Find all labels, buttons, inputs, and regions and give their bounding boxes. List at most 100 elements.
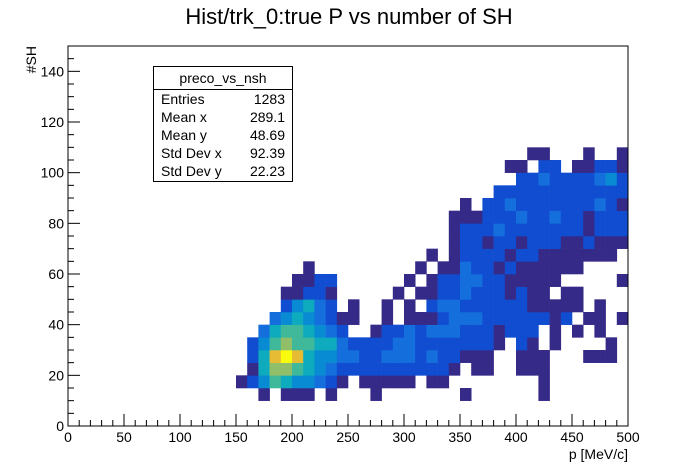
heatmap-bin	[527, 286, 539, 300]
heatmap-bin	[583, 210, 595, 224]
heatmap-bin	[549, 299, 562, 313]
heatmap-bin	[247, 362, 259, 376]
stats-value: 48.69	[249, 127, 285, 143]
heatmap-bin	[426, 375, 438, 389]
heatmap-bin	[493, 261, 506, 275]
heatmap-bin	[482, 198, 494, 211]
heatmap-bin	[471, 350, 483, 363]
heatmap-bin	[549, 337, 562, 351]
heatmap-bin	[549, 185, 562, 199]
heatmap-bin	[381, 362, 394, 376]
x-tick-label: 200	[280, 429, 304, 445]
heatmap-bin	[572, 261, 584, 275]
heatmap-bin	[415, 350, 427, 363]
heatmap-bin	[471, 248, 483, 262]
heatmap-bin	[538, 362, 550, 376]
heatmap-bin	[594, 324, 606, 338]
heatmap-bin	[415, 337, 427, 351]
heatmap-bin	[516, 312, 528, 325]
heatmap-bin	[560, 261, 573, 275]
heatmap-bin	[482, 337, 494, 351]
heatmap-bin	[437, 299, 450, 313]
heatmap-bin	[437, 324, 450, 338]
heatmap-bin	[493, 286, 506, 300]
heatmap-bin	[258, 388, 270, 401]
heatmap-bin	[538, 388, 550, 401]
heatmap-bin	[504, 160, 517, 173]
heatmap-bin	[583, 350, 595, 363]
heatmap-bin	[594, 312, 606, 325]
heatmap-bin	[325, 388, 338, 401]
heatmap-bin	[616, 160, 629, 173]
heatmap-bin	[493, 236, 506, 249]
heatmap-bin	[538, 185, 550, 199]
stats-row-mean-y: Mean y 48.69	[154, 126, 292, 144]
heatmap-bin	[616, 312, 629, 325]
heatmap-bin	[336, 337, 349, 351]
heatmap-bin	[370, 362, 382, 376]
x-tick-label: 150	[224, 429, 248, 445]
heatmap-bin	[583, 160, 595, 173]
stats-value: 1283	[253, 91, 285, 107]
heatmap-bin	[560, 248, 573, 262]
heatmap-bin	[471, 210, 483, 224]
heatmap-bin	[280, 350, 293, 363]
heatmap-bin	[482, 324, 494, 338]
heatmap-bin	[292, 274, 304, 287]
heatmap-bin	[247, 375, 259, 389]
heatmap-bin	[516, 350, 528, 363]
stats-label: Std Dev y	[161, 163, 222, 179]
heatmap-bin	[572, 223, 584, 237]
heatmap-bin	[325, 375, 338, 389]
heatmap-bin	[280, 299, 293, 313]
heatmap-bin	[560, 312, 573, 325]
heatmap-bin	[448, 210, 461, 224]
heatmap-bin	[504, 185, 517, 199]
heatmap-bin	[292, 350, 304, 363]
heatmap-bin	[280, 312, 293, 325]
heatmap-bin	[471, 299, 483, 313]
x-tick-label: 0	[64, 429, 72, 445]
heatmap-bin	[516, 210, 528, 224]
heatmap-bin	[404, 375, 416, 389]
heatmap-bin	[415, 324, 427, 338]
heatmap-bin	[258, 337, 270, 351]
heatmap-bin	[516, 236, 528, 249]
stats-value: 289.1	[249, 109, 285, 125]
heatmap-bin	[460, 248, 472, 262]
heatmap-bin	[314, 375, 326, 389]
heatmap-bin	[325, 324, 338, 338]
heatmap-bin	[448, 337, 461, 351]
heatmap-bin	[538, 299, 550, 313]
y-tick-label: 120	[41, 114, 65, 130]
heatmap-bin	[348, 350, 360, 363]
heatmap-bin	[404, 350, 416, 363]
heatmap-bin	[538, 198, 550, 211]
heatmap-bin	[527, 210, 539, 224]
heatmap-bin	[292, 337, 304, 351]
heatmap-bin	[381, 312, 394, 325]
heatmap-bin	[616, 172, 629, 186]
heatmap-bin	[314, 274, 326, 287]
heatmap-bin	[493, 210, 506, 224]
heatmap-bin	[538, 210, 550, 224]
heatmap-bin	[415, 261, 427, 275]
heatmap-bin	[527, 223, 539, 237]
heatmap-bin	[538, 261, 550, 275]
heatmap-bin	[426, 248, 438, 262]
heatmap-bin	[605, 160, 618, 173]
heatmap-bin	[314, 312, 326, 325]
heatmap-bin	[460, 198, 472, 211]
y-axis-label: #SH	[23, 46, 39, 73]
heatmap-bin	[314, 362, 326, 376]
stats-value: 92.39	[249, 145, 285, 161]
heatmap-bin	[247, 350, 259, 363]
heatmap-bin	[303, 286, 315, 300]
heatmap-bin	[594, 350, 606, 363]
heatmap-bin	[493, 223, 506, 237]
heatmap-bin	[370, 388, 382, 401]
heatmap-bin	[482, 350, 494, 363]
heatmap-bin	[504, 210, 517, 224]
heatmap-bin	[359, 375, 371, 389]
heatmap-bin	[516, 248, 528, 262]
